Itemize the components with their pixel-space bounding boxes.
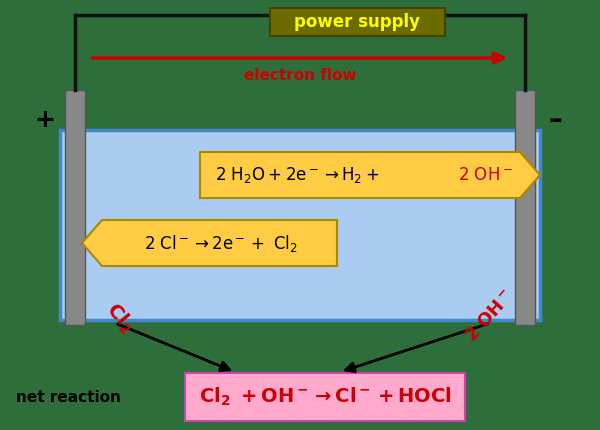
Text: net reaction: net reaction [16,390,121,405]
Bar [60,130,540,320]
Text: $\mathregular{2\ OH^-}$: $\mathregular{2\ OH^-}$ [463,287,518,345]
Polygon shape [200,152,540,198]
Bar [515,90,535,325]
Text: power supply: power supply [295,13,421,31]
Text: $\mathregular{Cl_2\ + OH^- \rightarrow Cl^- + HOCl}$: $\mathregular{Cl_2\ + OH^- \rightarrow C… [199,386,451,408]
Bar [185,373,465,421]
Bar [65,90,85,325]
Text: –: – [548,106,562,134]
Text: $\mathregular{2\ H_2O + 2e^- \rightarrow H_2 +\ }$: $\mathregular{2\ H_2O + 2e^- \rightarrow… [215,165,379,185]
Text: $\mathregular{2\ OH^-}$: $\mathregular{2\ OH^-}$ [458,166,512,184]
Polygon shape [82,220,337,266]
Text: +: + [35,108,55,132]
Text: $\mathregular{2\ Cl^- \rightarrow 2e^- +\ Cl_2}$: $\mathregular{2\ Cl^- \rightarrow 2e^- +… [143,233,298,254]
Bar [270,8,445,36]
Text: electron flow: electron flow [244,68,356,83]
Text: $\mathregular{Cl_2}$: $\mathregular{Cl_2}$ [101,299,139,337]
